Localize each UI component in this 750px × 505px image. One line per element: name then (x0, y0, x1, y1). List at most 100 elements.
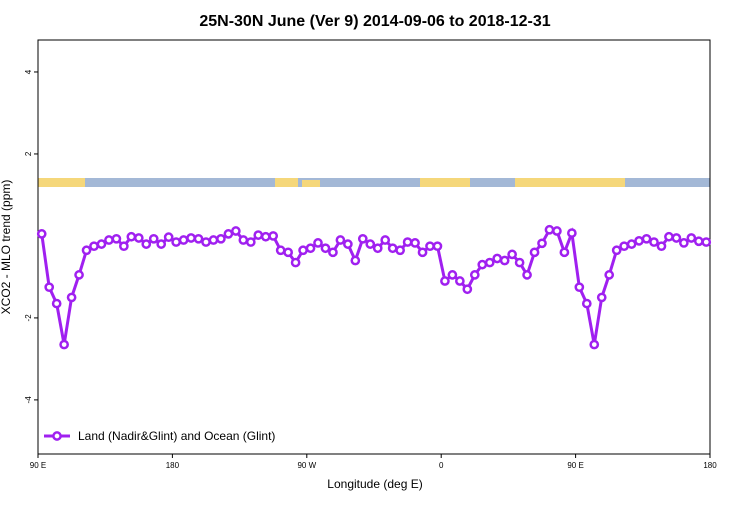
data-point (268, 231, 279, 241)
data-point (350, 255, 361, 266)
data-point (402, 237, 413, 247)
data-point (581, 298, 592, 309)
data-point (74, 270, 84, 280)
y-tick-label: -2 (24, 314, 33, 322)
data-point (66, 292, 77, 303)
data-point (417, 247, 428, 258)
data-point (320, 243, 331, 254)
data-point (559, 247, 570, 258)
data-point (59, 339, 69, 350)
data-point (596, 292, 607, 303)
x-tick-label: 0 (439, 461, 444, 470)
x-tick-label: 180 (703, 461, 717, 470)
y-tick-label: 4 (24, 69, 33, 74)
data-point (387, 243, 398, 254)
data-point (44, 282, 55, 293)
x-tick-label: 90 E (567, 461, 583, 470)
data-point (484, 257, 495, 268)
data-point (104, 235, 114, 245)
data-point (216, 233, 226, 244)
data-point (275, 245, 286, 256)
data-point (537, 238, 547, 249)
data-point (193, 233, 204, 244)
data-point (305, 243, 316, 254)
data-point (604, 270, 615, 280)
data-point (201, 237, 211, 247)
data-point (447, 270, 458, 280)
data-point (81, 245, 92, 256)
data-point (365, 239, 376, 249)
data-point (89, 241, 99, 252)
data-point (499, 255, 510, 266)
data-point (238, 235, 249, 245)
data-point (260, 231, 271, 242)
data-point (664, 231, 674, 242)
data-point (552, 226, 562, 236)
data-point (372, 243, 383, 254)
data-point (141, 239, 152, 249)
legend-marker (52, 431, 62, 441)
data-point (544, 224, 555, 235)
data-point (208, 235, 219, 245)
x-axis-label: Longitude (deg E) (327, 477, 422, 491)
data-point (231, 226, 241, 236)
data-point (156, 239, 167, 249)
data-point (283, 247, 293, 258)
data-point (425, 241, 435, 252)
y-tick-label: -4 (24, 396, 33, 404)
legend-label: Land (Nadir&Glint) and Ocean (Glint) (78, 429, 275, 443)
data-point (343, 239, 353, 249)
data-point (701, 237, 712, 247)
data-point (469, 270, 480, 280)
data-point (440, 276, 450, 286)
data-point (634, 236, 644, 246)
x-tick-label: 90 E (30, 461, 46, 470)
data-point (335, 235, 346, 245)
data-point (477, 259, 488, 270)
data-point (641, 233, 652, 244)
data-point (567, 228, 577, 238)
y-tick-label: 2 (24, 151, 33, 156)
data-point (410, 238, 420, 248)
data-point (432, 241, 443, 252)
data-point (522, 270, 532, 280)
data-point (245, 237, 256, 247)
data-point (492, 253, 503, 264)
data-point (574, 282, 585, 293)
data-point (619, 241, 629, 252)
data-point (357, 233, 368, 244)
data-point (671, 233, 682, 243)
data-point (163, 232, 174, 243)
data-point (133, 233, 144, 243)
plot-frame (37, 39, 711, 455)
data-point (626, 239, 637, 249)
data-point (656, 241, 667, 252)
data-point (514, 257, 525, 268)
data-point (693, 236, 704, 247)
x-tick-label: 90 W (297, 461, 316, 470)
data-point (126, 231, 137, 242)
chart-title: 25N-30N June (Ver 9) 2014-09-06 to 2018-… (199, 13, 550, 30)
data-point (223, 229, 234, 239)
data-point (649, 237, 659, 247)
data-point (507, 249, 517, 260)
data-point (51, 298, 62, 309)
data-point (36, 229, 47, 239)
x-tick-label: 180 (166, 461, 180, 470)
data-point (611, 245, 622, 256)
data-point (380, 235, 391, 245)
data-point (529, 247, 540, 258)
data-point (298, 245, 308, 256)
data-point (119, 241, 129, 252)
data-point (686, 233, 697, 243)
data-point (455, 276, 465, 286)
data-point (313, 238, 323, 248)
data-point (679, 238, 689, 248)
data-point (111, 233, 122, 244)
data-point (96, 239, 107, 249)
data-point (253, 230, 264, 240)
y-axis-label: XCO2 - MLO trend (ppm) (0, 180, 13, 315)
data-point (395, 245, 405, 256)
